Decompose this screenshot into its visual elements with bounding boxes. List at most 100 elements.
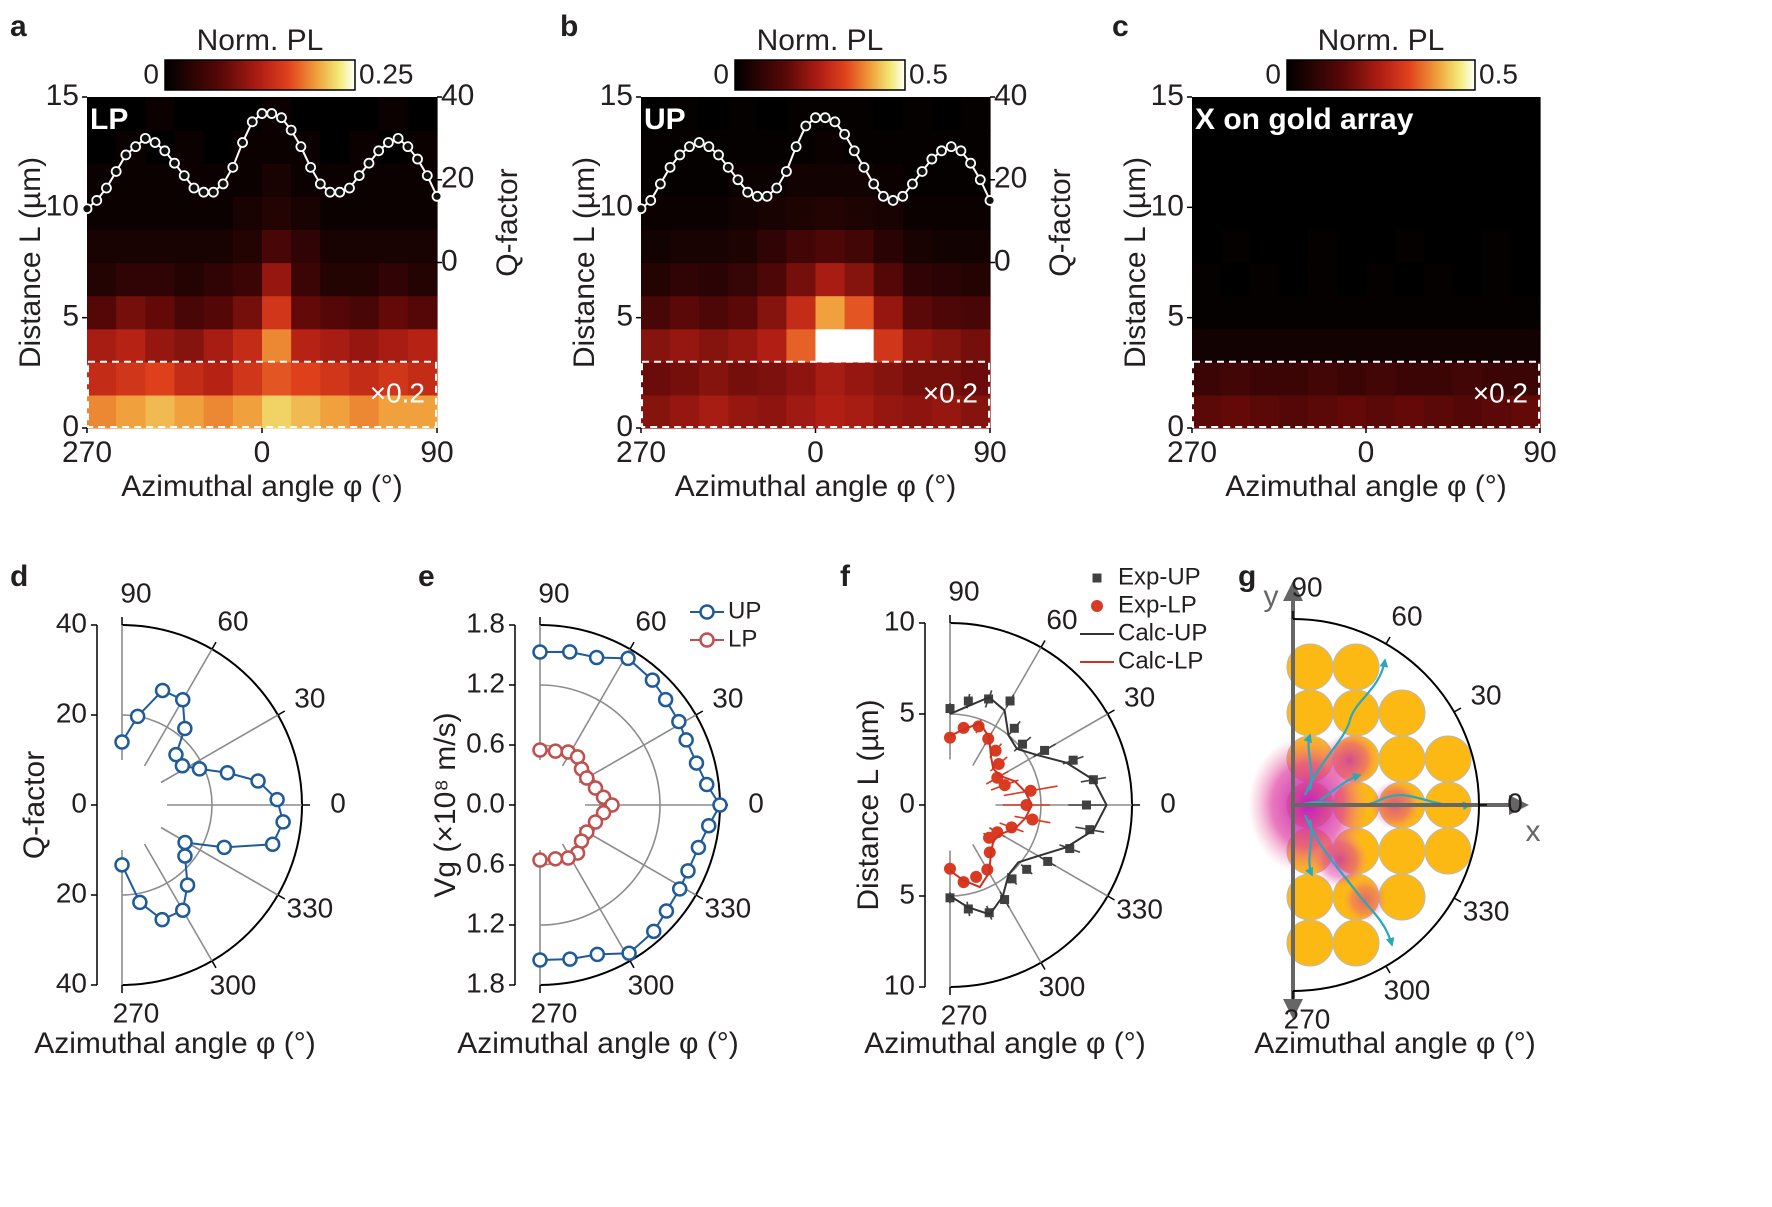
theta-tick-label: 300 bbox=[1384, 974, 1431, 1005]
heatmap-cell bbox=[1308, 262, 1338, 297]
heatmap-cell bbox=[960, 229, 991, 264]
theta-tick bbox=[211, 641, 217, 650]
panel-letter: a bbox=[10, 10, 27, 43]
data-point bbox=[175, 902, 191, 918]
heatmap-cell bbox=[407, 97, 438, 131]
q-factor-point bbox=[713, 149, 724, 161]
heatmap-cell bbox=[815, 163, 846, 197]
heatmap-cell bbox=[1366, 97, 1396, 131]
colorbar bbox=[1286, 59, 1476, 91]
r-tick-label: 5 bbox=[899, 696, 915, 727]
theta-tick-label: 30 bbox=[1124, 681, 1155, 712]
heatmap-cell bbox=[407, 229, 438, 264]
heatmap-cell bbox=[931, 394, 962, 429]
heatmap-cell bbox=[1395, 196, 1425, 230]
r-tick-label: 5 bbox=[899, 878, 915, 909]
heatmap-cell bbox=[349, 361, 380, 396]
axis-arrow-label: y bbox=[1264, 580, 1279, 613]
heatmap-cell bbox=[262, 130, 292, 164]
heatmap-cell bbox=[1366, 295, 1396, 330]
r-tick-label: 40 bbox=[56, 607, 87, 638]
heatmap-cell bbox=[378, 229, 409, 264]
theta-tick-label: 30 bbox=[1470, 679, 1501, 710]
heatmap-cell bbox=[291, 196, 321, 230]
heatmap-cell bbox=[349, 328, 380, 363]
q-factor-point bbox=[120, 149, 132, 161]
heatmap-cell bbox=[1366, 163, 1396, 197]
theta-tick-label: 30 bbox=[712, 682, 743, 713]
data-point bbox=[945, 893, 955, 903]
legend-marker bbox=[699, 632, 715, 648]
heatmap-cell bbox=[1279, 196, 1309, 230]
theta-tick-label: 0 bbox=[330, 787, 346, 818]
colorbar-tick-label: 0 bbox=[1265, 58, 1281, 89]
heatmap-cell bbox=[407, 361, 438, 396]
heatmap-cell bbox=[262, 196, 292, 230]
heatmap-cell bbox=[1337, 295, 1367, 330]
heatmap-cell bbox=[960, 130, 991, 164]
heatmap-cell bbox=[786, 295, 817, 330]
heatmap-cell bbox=[262, 163, 292, 197]
r-tick-label: 0 bbox=[71, 787, 87, 818]
heatmap-cell bbox=[262, 295, 292, 330]
heatmap-cell bbox=[232, 262, 263, 297]
theta-tick-label: 330 bbox=[705, 892, 752, 923]
heatmap-cell bbox=[349, 229, 380, 264]
data-point bbox=[547, 851, 564, 867]
theta-tick-label: 90 bbox=[538, 577, 569, 608]
theta-tick-label: 90 bbox=[1291, 571, 1322, 602]
data-point bbox=[154, 682, 171, 699]
theta-tick bbox=[1453, 707, 1462, 713]
q-factor-point bbox=[965, 157, 977, 169]
heatmap-cell bbox=[203, 97, 234, 131]
data-point bbox=[1000, 895, 1010, 905]
heatmap-cell bbox=[670, 97, 700, 131]
heatmap-cell bbox=[116, 97, 146, 131]
y-tick-label: 15 bbox=[1151, 79, 1184, 112]
y-axis-label: Distance L (µm) bbox=[852, 699, 885, 910]
heatmap-cell bbox=[1424, 196, 1454, 230]
heatmap-cell bbox=[1221, 262, 1251, 297]
heatmap-cell bbox=[641, 130, 671, 164]
heatmap-cell bbox=[320, 262, 351, 297]
x-tick-label: 0 bbox=[807, 436, 824, 469]
theta-tick bbox=[1385, 965, 1391, 974]
y-axis-label: Distance L (µm) bbox=[1119, 157, 1152, 368]
theta-tick-label: 0 bbox=[1507, 787, 1523, 818]
heatmap-cell bbox=[815, 229, 846, 264]
heatmap-cell bbox=[291, 295, 321, 330]
q-factor-point bbox=[761, 190, 773, 202]
heatmap-cell bbox=[1308, 97, 1338, 131]
heatmap-cell bbox=[699, 196, 729, 230]
heatmap-cell bbox=[1279, 328, 1309, 363]
heatmap-cell bbox=[378, 163, 409, 197]
r-tick-label: 0.0 bbox=[466, 787, 505, 818]
heatmap-cell bbox=[873, 229, 904, 264]
heatmap-cell bbox=[1192, 163, 1222, 197]
data-point bbox=[1065, 844, 1075, 854]
theta-tick-label: 60 bbox=[635, 606, 666, 637]
heatmap-cell bbox=[1308, 196, 1338, 230]
q-factor-point bbox=[227, 161, 239, 173]
data-point bbox=[644, 672, 661, 688]
data-point bbox=[532, 952, 548, 968]
heatmap-cell bbox=[1395, 130, 1425, 164]
q-factor-point bbox=[839, 128, 850, 140]
data-point bbox=[698, 776, 715, 793]
colorbar-title: Norm. PL bbox=[197, 24, 324, 57]
heatmap-cell bbox=[1308, 295, 1338, 330]
heatmap-cell bbox=[960, 361, 991, 396]
colorbar-tick-label: 0.25 bbox=[359, 58, 414, 89]
heatmap-cell bbox=[291, 328, 321, 363]
x-tick-label: 270 bbox=[1167, 436, 1217, 469]
q-factor-point bbox=[256, 108, 268, 119]
x-tick-label: 270 bbox=[62, 436, 112, 469]
y-tick-label: 5 bbox=[1167, 300, 1184, 333]
data-point bbox=[219, 765, 236, 781]
y2-axis-label: Q-factor bbox=[1044, 168, 1077, 276]
data-point bbox=[680, 863, 696, 879]
heatmap-cell bbox=[1395, 361, 1425, 396]
theta-tick bbox=[695, 710, 704, 716]
heatmap-cell bbox=[728, 295, 758, 330]
heatmap-cell bbox=[931, 328, 962, 363]
